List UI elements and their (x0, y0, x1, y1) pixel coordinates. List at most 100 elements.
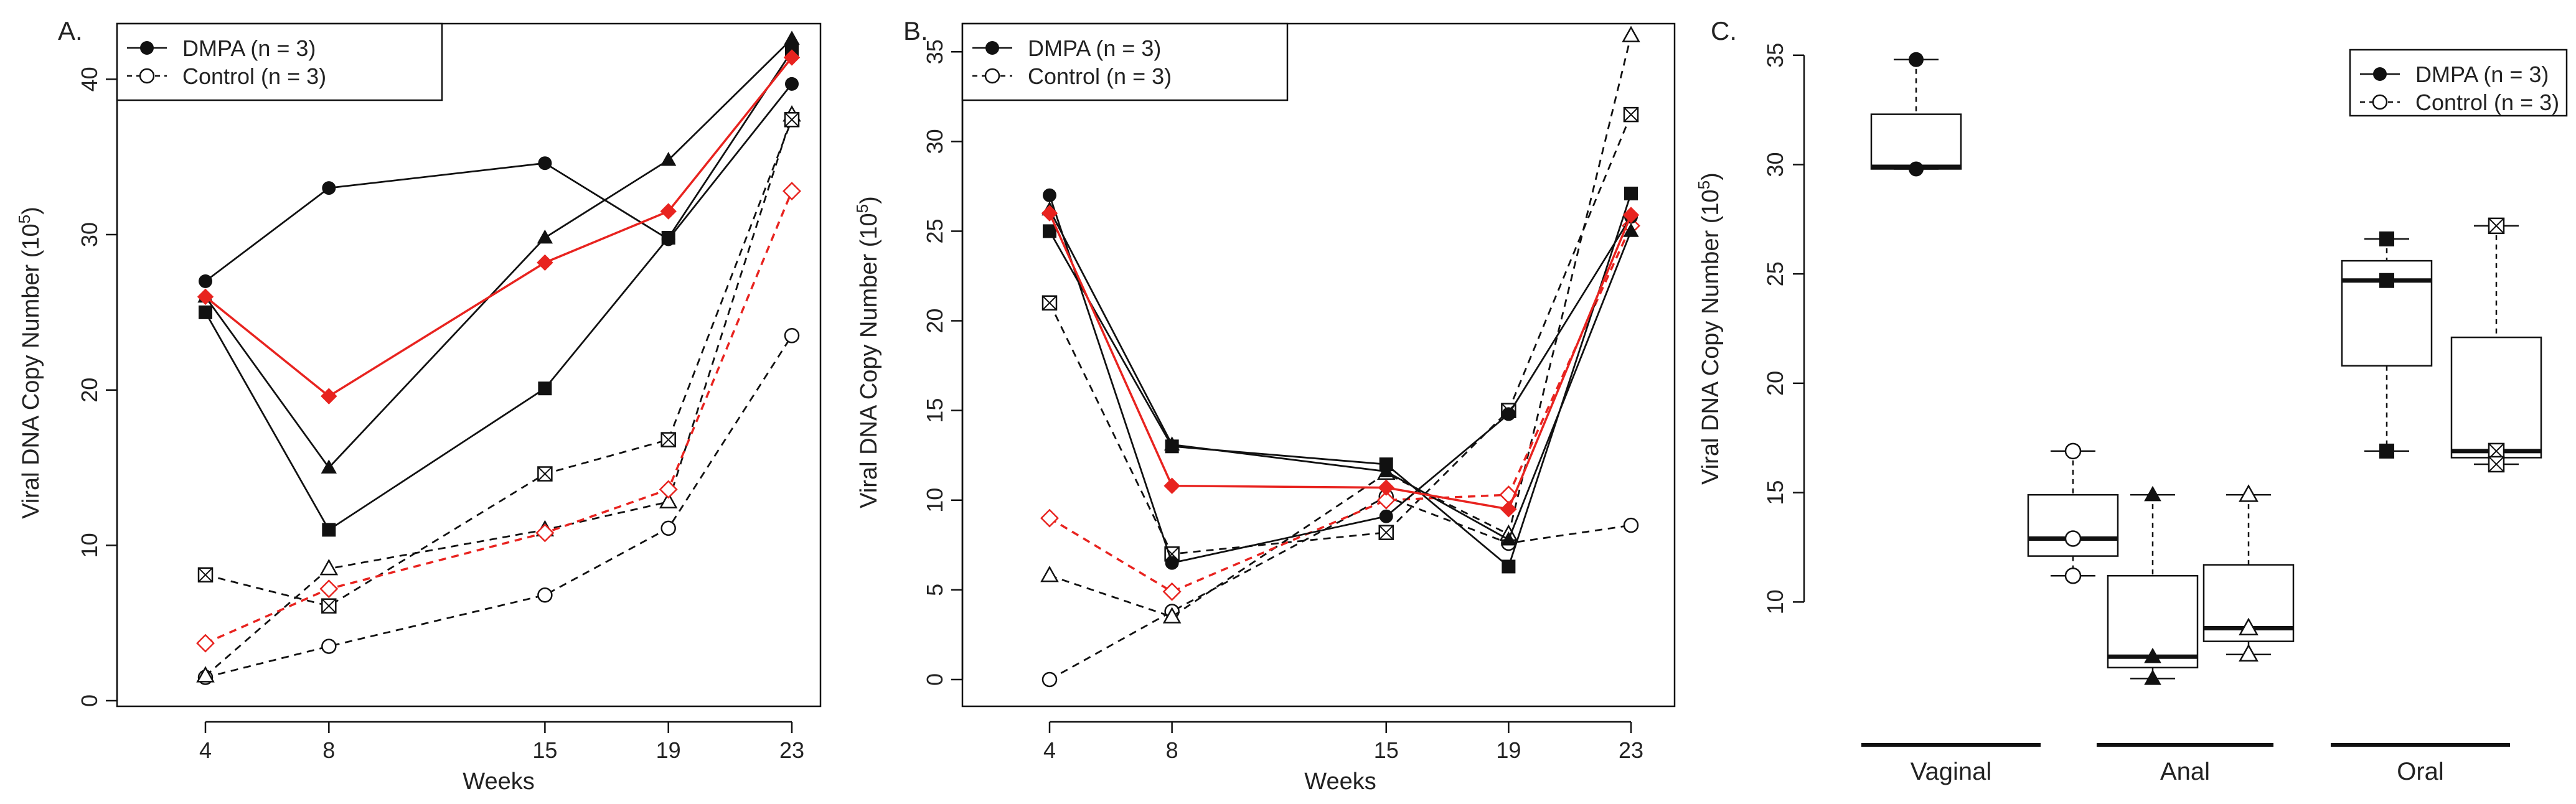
marker-boxed-x (2488, 217, 2505, 235)
y-tick-label: 15 (1762, 480, 1788, 505)
marker-open-triangle (2239, 643, 2259, 662)
marker-open-circle (2064, 530, 2082, 547)
series-line (205, 335, 793, 678)
y-tick-label: 35 (1762, 43, 1788, 68)
series-dmpa-mean (197, 49, 801, 404)
marker-open-circle (2064, 567, 2082, 584)
marker-open-triangle (196, 666, 215, 683)
panel-letter: B. (903, 16, 928, 45)
marker-open-triangle (2239, 484, 2259, 502)
marker-filled-triangle (537, 229, 553, 244)
marker-filled-triangle (2144, 485, 2161, 502)
marker-open-triangle (319, 559, 339, 576)
box-anal-dmpa (2107, 485, 2199, 685)
y-tick-label: 0 (922, 673, 947, 686)
marker-filled-circle (538, 156, 552, 171)
marker-open-circle (2372, 94, 2388, 110)
marker-filled-diamond (1500, 500, 1517, 518)
series-control-boxed-x (197, 112, 800, 614)
series-control-mean (196, 182, 801, 653)
marker-filled-square (2379, 273, 2394, 288)
series-line (1048, 114, 1632, 555)
marker-open-triangle (1622, 26, 1640, 42)
marker-open-circle (1041, 671, 1058, 688)
boxed-x-stroke (784, 112, 799, 127)
legend-frame (961, 22, 1289, 101)
marker-filled-circle (1502, 407, 1516, 421)
marker-open-triangle (2239, 617, 2259, 636)
marker-filled-square (2379, 443, 2394, 459)
x-tick-label: 19 (656, 737, 681, 763)
marker-filled-diamond (1041, 205, 1058, 222)
marker-filled-circle (1909, 52, 1924, 67)
marker-filled-square (199, 305, 212, 319)
marker-open-triangle (659, 492, 678, 509)
legend-label-control: Control (n = 3) (1028, 63, 1172, 89)
y-tick-label: 10 (922, 488, 947, 513)
y-axis-label: Viral DNA Copy Number (105) (1695, 172, 1724, 485)
marker-filled-diamond (1378, 479, 1394, 496)
group-label-vaginal: Vaginal (1911, 758, 1991, 785)
y-tick-label: 0 (77, 694, 102, 707)
y-tick-label: 25 (1762, 261, 1788, 286)
boxed-x-stroke (1379, 525, 1394, 540)
marker-open-diamond (1162, 582, 1182, 601)
marker-filled-diamond (1622, 207, 1640, 223)
marker-open-diamond (659, 480, 678, 499)
series-dmpa-mean (1041, 205, 1640, 518)
box-vaginal-control (2027, 442, 2119, 584)
y-axis-label: Viral DNA Copy Number (105) (15, 207, 44, 519)
box-vaginal-dmpa (1870, 52, 1962, 177)
marker-filled-diamond (783, 49, 801, 66)
marker-filled-diamond (660, 203, 677, 220)
marker-boxed-x (197, 567, 214, 583)
y-tick-label: 10 (77, 533, 102, 558)
boxed-x-stroke (321, 599, 337, 614)
x-tick-label: 15 (1374, 737, 1399, 763)
marker-open-circle (537, 587, 553, 603)
marker-filled-circle (785, 77, 799, 91)
y-tick-label: 30 (77, 222, 102, 247)
marker-filled-diamond (321, 388, 337, 404)
y-tick-label: 30 (922, 129, 947, 154)
marker-filled-triangle (660, 152, 677, 166)
box-anal-control (2202, 484, 2295, 662)
marker-filled-triangle (321, 459, 337, 474)
y-tick-label: 30 (1762, 152, 1788, 177)
boxed-x-stroke (2488, 456, 2504, 472)
marker-filled-triangle (1500, 531, 1517, 546)
marker-filled-square (2379, 231, 2394, 246)
marker-open-circle (984, 68, 1000, 84)
marker-open-triangle (1040, 566, 1059, 582)
box-iqr (1870, 113, 1962, 170)
marker-open-circle (1623, 517, 1639, 533)
marker-filled-diamond (1163, 477, 1180, 494)
group-label-oral: Oral (2397, 758, 2444, 785)
marker-open-triangle (1162, 607, 1182, 624)
y-tick-label: 10 (1762, 589, 1788, 614)
panel-letter: A. (58, 16, 83, 45)
marker-open-diamond (535, 523, 555, 543)
marker-open-circle (139, 68, 155, 84)
boxed-x-stroke (1042, 296, 1057, 311)
marker-boxed-x (1041, 295, 1058, 311)
legend-label-control: Control (n = 3) (2415, 90, 2559, 115)
marker-open-diamond (196, 633, 215, 653)
x-tick-label: 8 (1166, 737, 1178, 763)
marker-filled-circle (2373, 67, 2387, 81)
marker-boxed-x (1623, 106, 1639, 123)
marker-open-circle (660, 520, 676, 536)
marker-filled-square (1379, 457, 1393, 472)
box-iqr (2450, 336, 2542, 459)
x-tick-label: 8 (322, 737, 335, 763)
marker-filled-circle (985, 41, 999, 55)
panel-b: B. 0 5 10 15 20 25 30 35 4 8 15 19 23 Weeks Viral DNA C… (853, 16, 1676, 795)
marker-boxed-x (660, 432, 676, 447)
series-dmpa-square (1043, 186, 1638, 574)
legend-frame (116, 22, 443, 101)
panel-c: C. 10 15 20 25 30 35 Viral DNA Copy Number (105… (1695, 16, 2568, 785)
y-tick-label: 25 (922, 218, 947, 243)
marker-boxed-x (321, 598, 337, 614)
x-axis-label: Weeks (1304, 769, 1376, 795)
